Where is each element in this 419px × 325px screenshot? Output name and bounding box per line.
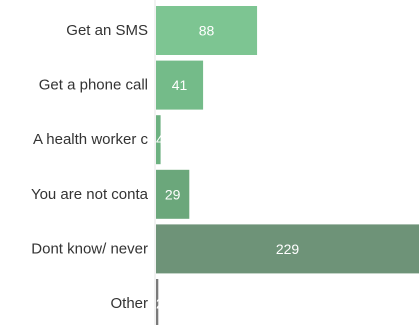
category-label-2: Get a phone call <box>39 77 148 94</box>
value-label-3: 4 <box>156 132 164 148</box>
value-label-1: 88 <box>199 23 215 39</box>
bars-group: Get an SMS 88 Get a phone call 41 A health w… <box>31 6 419 325</box>
bar-6 <box>156 279 159 325</box>
bar-1 <box>156 6 258 55</box>
bar-2 <box>156 60 204 110</box>
value-label-4: 29 <box>165 186 181 202</box>
bar-4 <box>156 169 190 219</box>
value-label-6: 2 <box>156 296 164 312</box>
category-label-3: A health worker c <box>33 131 149 148</box>
bar-3 <box>156 115 161 165</box>
category-label-4: You are not conta <box>31 186 149 203</box>
bar-5 <box>156 224 419 274</box>
category-label-1: Get an SMS <box>66 22 148 39</box>
category-label-6: Other <box>110 295 148 312</box>
category-label-5: Dont know/ never <box>31 240 148 257</box>
value-label-2: 41 <box>172 77 188 93</box>
value-label-5: 229 <box>276 241 300 257</box>
